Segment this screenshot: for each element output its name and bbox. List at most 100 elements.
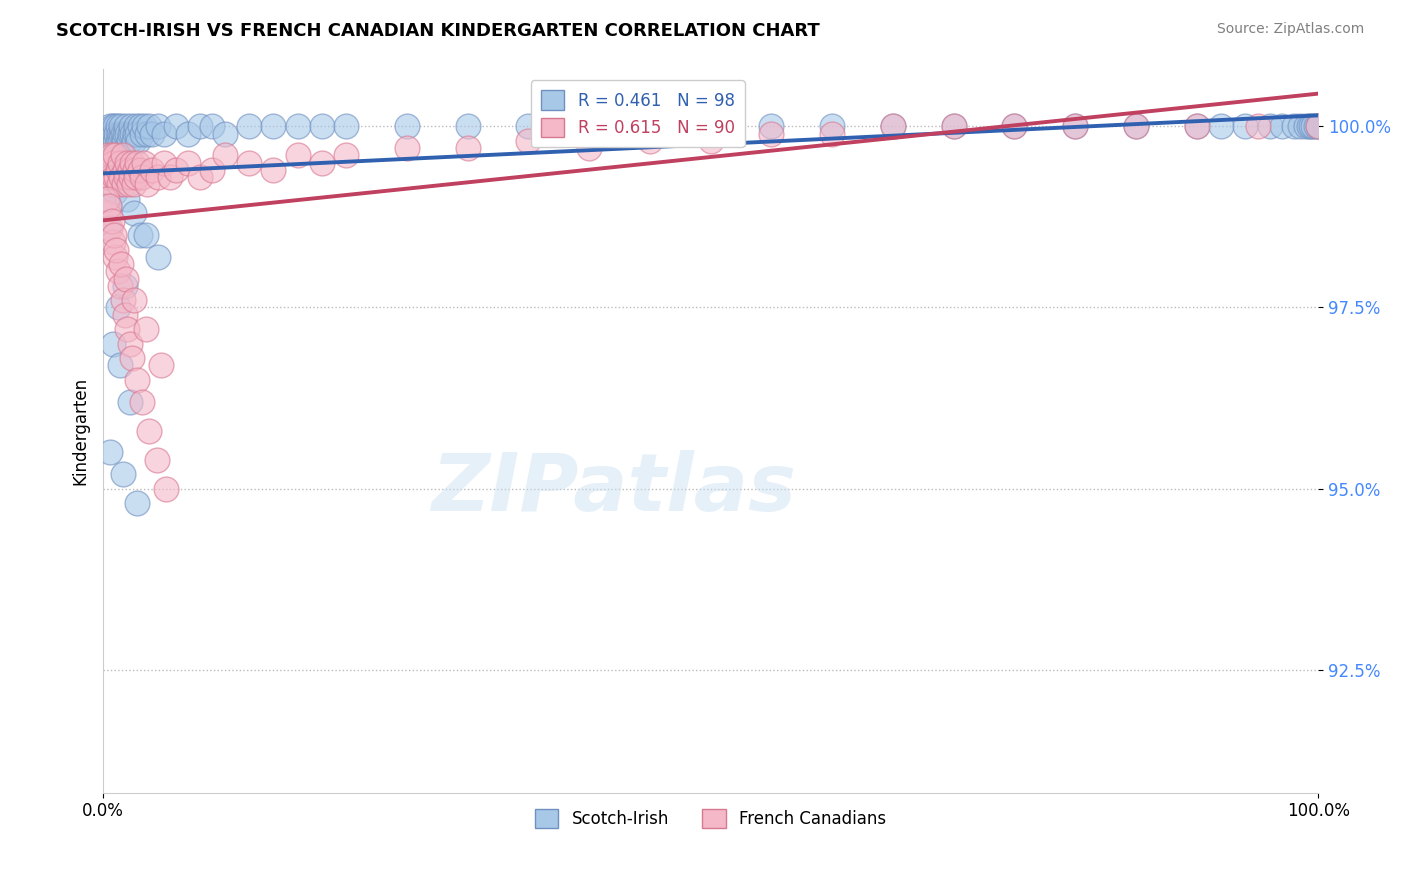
Point [107,301,129,315]
Point [98,141,121,155]
Point [101,235,124,250]
Point [159,170,181,185]
Point [121,127,143,141]
Point [100,120,122,134]
Point [131,127,153,141]
Point [100,178,122,192]
Point [121,155,143,169]
Point [118,162,141,177]
Point [105,170,128,185]
Point [942,120,965,134]
Point [107,264,129,278]
Point [128,162,150,177]
Point [111,467,134,481]
Point [135,228,157,243]
Point [699,120,721,134]
Text: ZIPatlas: ZIPatlas [432,450,796,527]
Point [108,127,131,141]
Point [100,141,122,155]
Point [942,120,965,134]
Point [117,192,139,206]
Point [882,120,904,134]
Point [177,155,200,169]
Point [201,120,224,134]
Point [96,127,118,141]
Point [1125,120,1147,134]
Point [110,257,132,271]
Point [311,155,333,169]
Point [103,228,125,243]
Legend: Scotch-Irish, French Canadians: Scotch-Irish, French Canadians [529,803,893,835]
Point [1271,120,1294,134]
Point [287,120,309,134]
Point [98,127,121,141]
Point [111,127,134,141]
Point [108,359,131,373]
Point [1125,120,1147,134]
Point [1289,120,1312,134]
Point [118,394,141,409]
Point [100,148,122,162]
Point [94,170,117,185]
Point [153,127,176,141]
Point [177,127,200,141]
Point [104,148,127,162]
Point [638,134,661,148]
Point [146,170,169,185]
Point [114,308,136,322]
Point [98,199,121,213]
Point [135,178,157,192]
Point [135,322,157,336]
Point [311,120,333,134]
Point [120,170,142,185]
Point [104,134,127,148]
Point [335,120,357,134]
Point [1064,120,1087,134]
Point [117,178,139,192]
Point [110,127,132,141]
Point [134,155,156,169]
Point [146,250,169,264]
Point [128,120,150,134]
Point [1234,120,1257,134]
Point [1299,120,1322,134]
Point [127,496,149,510]
Point [457,141,479,155]
Point [1004,120,1026,134]
Point [1308,120,1330,134]
Point [114,127,136,141]
Point [882,120,904,134]
Point [517,120,540,134]
Point [1298,120,1320,134]
Point [110,170,132,185]
Point [108,178,131,192]
Point [94,134,117,148]
Point [1295,120,1317,134]
Point [201,162,224,177]
Point [699,134,721,148]
Point [1305,120,1327,134]
Point [114,162,136,177]
Point [108,134,131,148]
Point [146,120,169,134]
Point [115,120,138,134]
Point [104,250,127,264]
Point [1258,120,1281,134]
Point [153,155,176,169]
Point [1209,120,1232,134]
Point [138,424,160,438]
Point [395,141,418,155]
Point [118,336,141,351]
Point [117,134,139,148]
Point [761,127,783,141]
Point [104,120,127,134]
Point [131,394,153,409]
Point [1185,120,1208,134]
Y-axis label: Kindergarten: Kindergarten [72,376,89,484]
Point [101,336,124,351]
Point [1302,120,1324,134]
Point [127,373,149,387]
Point [114,278,136,293]
Point [131,170,153,185]
Point [127,134,149,148]
